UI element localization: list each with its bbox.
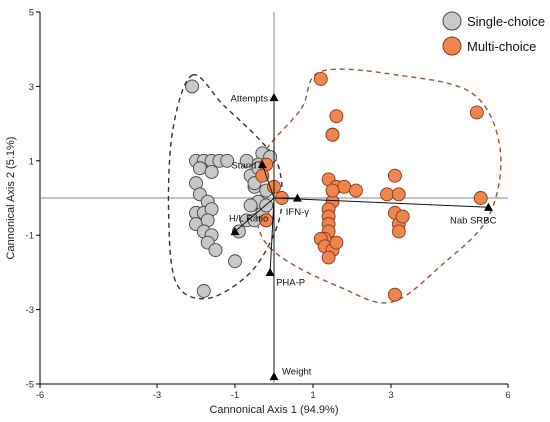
y-tick-label: 1 — [29, 156, 34, 167]
legend-label-multi-choice: Multi-choice — [467, 39, 536, 54]
y-tick-label: -5 — [26, 380, 34, 391]
y-tick-label: 3 — [29, 82, 34, 93]
y-tick-label: 5 — [29, 8, 34, 19]
point-multi-choice — [391, 187, 406, 202]
x-tick-label: 1 — [310, 390, 315, 401]
point-single-choice — [204, 165, 219, 179]
vector-marker-attempts — [269, 93, 279, 102]
point-single-choice — [192, 161, 207, 176]
point-multi-choice — [325, 183, 340, 198]
vector-line-stand — [261, 164, 275, 199]
point-multi-choice — [395, 209, 410, 224]
point-multi-choice — [380, 187, 395, 202]
vector-label-pha-p: PHA-P — [276, 277, 305, 288]
vector-label-nab-srbc: Nab SRBC — [450, 215, 497, 226]
legend-marker-multi-choice — [442, 36, 462, 56]
point-single-choice — [196, 284, 211, 298]
point-multi-choice — [255, 168, 270, 183]
hull-single-choice — [167, 74, 283, 300]
x-axis-ticks: -6 -3 -1 1 3 6 — [36, 384, 511, 401]
vector-marker-weight — [269, 372, 279, 381]
vector-label-h-l-ratio: H/L Ratio — [229, 213, 268, 224]
point-multi-choice — [348, 183, 363, 198]
x-tick-label: -3 — [153, 390, 161, 401]
y-axis-ticks: -5 -3 -1 1 3 5 — [26, 8, 40, 391]
point-single-choice — [228, 254, 242, 269]
legend-marker-single-choice — [442, 11, 462, 31]
vector-label-weight: Weight — [282, 367, 312, 378]
legend-label-single-choice: Single-choice — [467, 14, 545, 29]
y-tick-label: -1 — [26, 231, 34, 242]
point-multi-choice — [329, 109, 344, 124]
vector-marker-stand — [257, 160, 267, 169]
point-multi-choice — [325, 127, 340, 142]
point-multi-choice — [473, 191, 488, 205]
x-tick-label: -1 — [231, 390, 239, 401]
vector-line-h-l-ratio — [234, 197, 275, 232]
x-tick-label: 6 — [505, 390, 510, 401]
vector-label-ifn: IFN-γ — [286, 207, 309, 218]
point-multi-choice — [337, 179, 352, 194]
point-multi-choice — [329, 235, 344, 250]
vector-line-pha-p — [269, 197, 275, 273]
y-axis-title: Cannonical Axis 2 (5.1%) — [5, 137, 17, 260]
y-tick-label: -3 — [26, 305, 34, 316]
point-multi-choice — [313, 72, 328, 86]
point-multi-choice — [469, 105, 484, 120]
x-tick-label: -6 — [36, 390, 44, 401]
point-single-choice — [220, 153, 235, 168]
vector-marker-nab-srbc — [484, 202, 493, 211]
vector-marker-h-l-ratio — [230, 226, 240, 236]
point-multi-choice — [387, 168, 402, 183]
point-multi-choice — [321, 250, 336, 265]
data-points — [185, 72, 488, 302]
vector-label-attempts: Attempts — [231, 94, 269, 105]
point-multi-choice — [387, 287, 402, 302]
x-axis-title: Cannonical Axis 1 (94.9%) — [209, 404, 338, 416]
point-multi-choice — [391, 224, 406, 239]
vector-label-stand: Stand — [231, 161, 256, 172]
point-single-choice — [243, 198, 258, 213]
point-single-choice — [185, 79, 200, 94]
vector-line-nab-srbc — [273, 197, 489, 208]
x-tick-label: 3 — [388, 390, 393, 401]
biplot-vectors: Attempts Stand H/L Ratio IFN-γ Nab SRBC PHA-P… — [229, 93, 497, 381]
vector-marker-pha-p — [265, 267, 275, 276]
legend: Single-choice Multi-choice — [442, 11, 545, 56]
point-single-choice — [208, 243, 223, 258]
